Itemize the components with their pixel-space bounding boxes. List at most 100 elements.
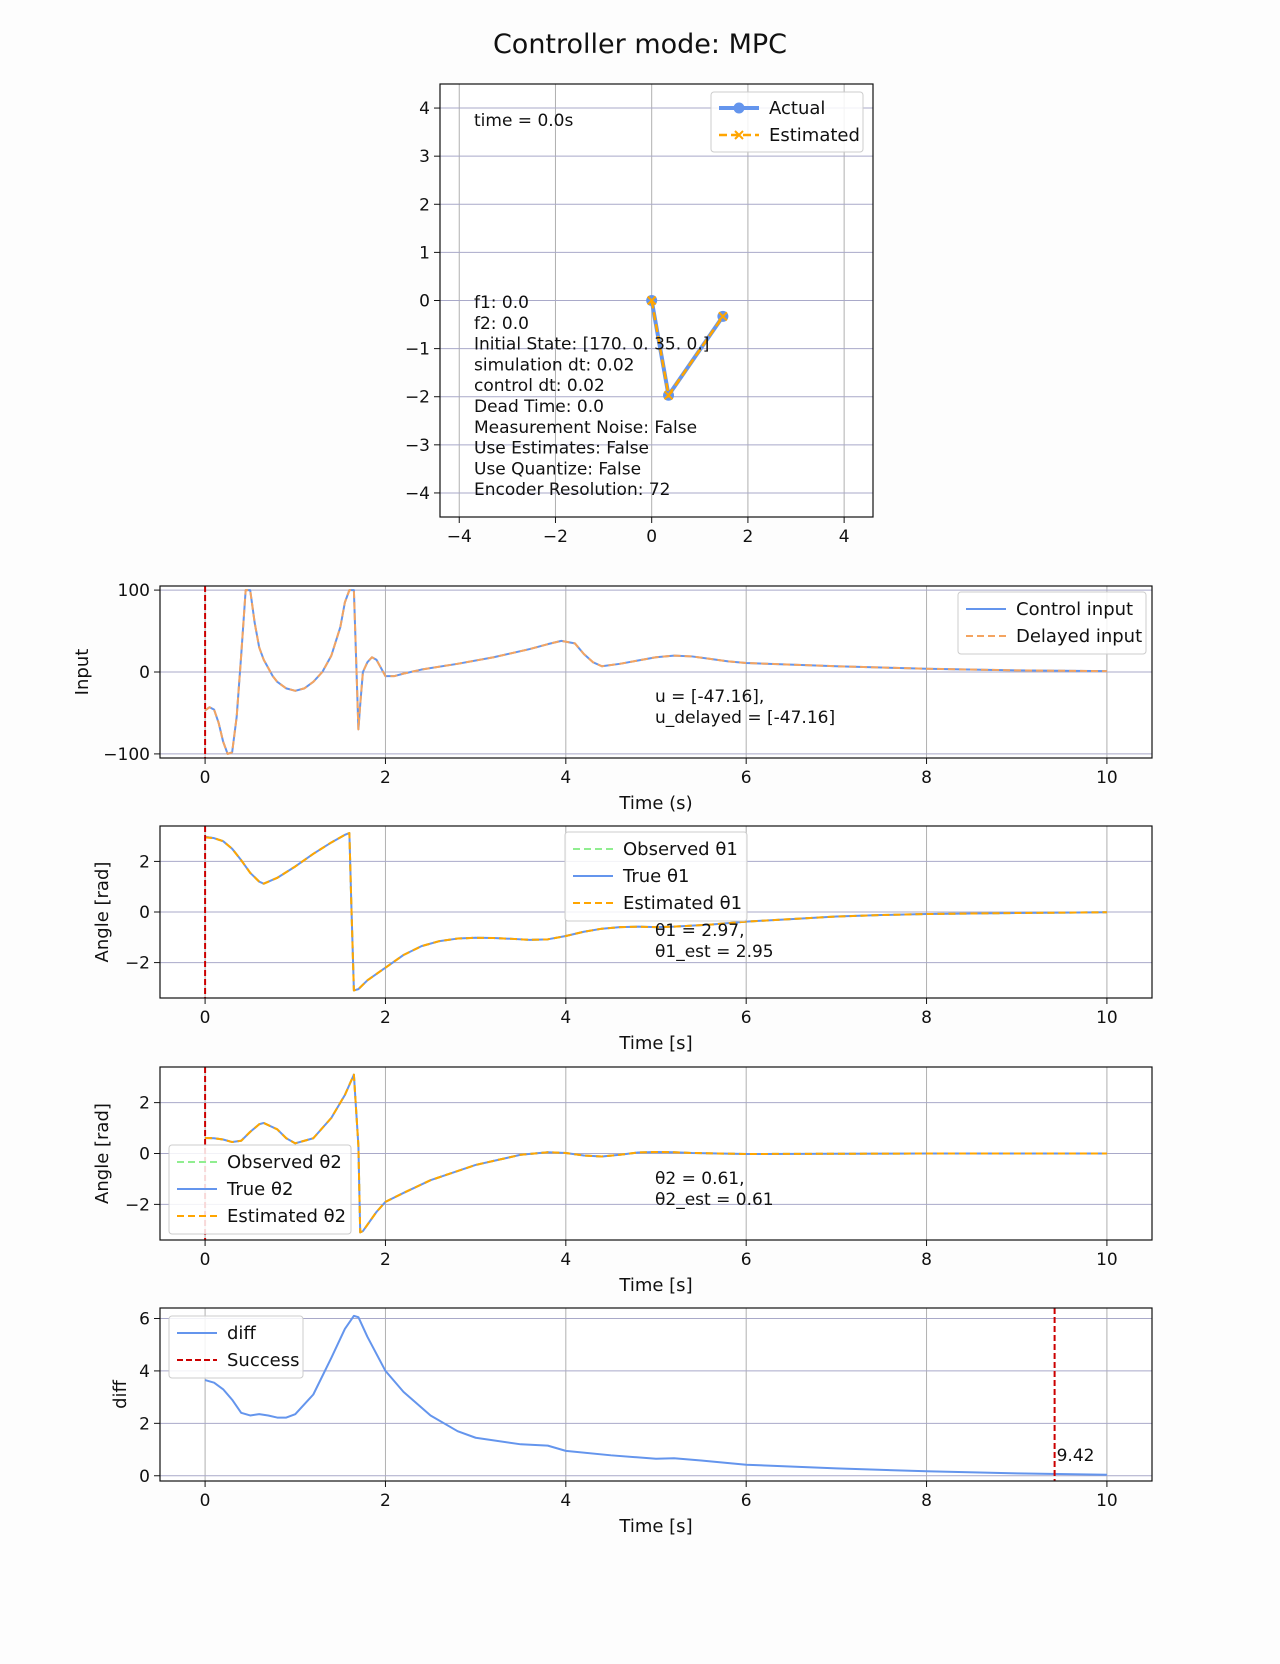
legend-box: [168, 1315, 304, 1379]
legend-label: True θ1: [622, 866, 689, 887]
legend-label: Observed θ1: [623, 839, 738, 860]
y-tick-label: 6: [139, 1309, 150, 1329]
y-axis-label: Angle [rad]: [92, 1103, 113, 1204]
annotation-line: θ1_est = 2.95: [655, 942, 774, 962]
legend-actual-label: Actual: [769, 98, 825, 119]
x-tick-label: 10: [1096, 1491, 1118, 1511]
plot-frame: [159, 1307, 1153, 1482]
y-tick-label: 1: [419, 243, 430, 263]
x-tick-label: 2: [380, 1491, 391, 1511]
y-tick-label: 4: [419, 99, 430, 119]
x-tick-label: 0: [200, 1008, 211, 1028]
x-tick-label: 0: [646, 527, 657, 547]
legend-label: Estimated θ1: [623, 893, 742, 914]
x-tick-label: 8: [921, 1491, 932, 1511]
legend-estimated-label: Estimated: [769, 125, 860, 146]
legend-label: True θ2: [226, 1179, 293, 1200]
x-tick-label: 10: [1096, 768, 1118, 788]
x-axis-label: Time (s): [618, 793, 692, 814]
estimated-marker: [718, 311, 728, 322]
y-tick-label: −2: [405, 388, 430, 408]
y-tick-label: 2: [419, 195, 430, 215]
legend-box: [168, 1144, 352, 1235]
y-tick-label: 0: [139, 1467, 150, 1487]
y-axis-label: Input: [72, 649, 93, 696]
legend-box: [957, 591, 1147, 655]
x-tick-label: 4: [560, 1250, 571, 1270]
info-line: f1: 0.0: [474, 293, 529, 313]
series-line: [205, 1073, 1107, 1234]
x-tick-label: 2: [380, 768, 391, 788]
y-tick-label: 100: [118, 581, 150, 601]
figure-title: Controller mode: MPC: [493, 29, 787, 60]
x-tick-label: −4: [447, 527, 472, 547]
y-tick-label: 4: [139, 1362, 150, 1382]
legend-label: Control input: [1016, 599, 1133, 620]
info-line: Initial State: [170. 0. 35. 0.]: [474, 335, 709, 355]
x-axis-label: Time [s]: [618, 1516, 692, 1537]
plot-input: 0 2 4 6 8 10 −100 0 100 Time (s) Input u = [-47.16]…: [72, 581, 1153, 814]
y-tick-label: 0: [139, 1145, 150, 1165]
x-tick-label: 0: [200, 1491, 211, 1511]
y-tick-label: 0: [419, 292, 430, 312]
y-tick-label: −100: [103, 745, 150, 765]
x-axis-label: Time [s]: [618, 1033, 692, 1054]
x-tick-label: 10: [1096, 1250, 1118, 1270]
annotation-line: u_delayed = [-47.16]: [655, 708, 835, 728]
x-tick-label: 6: [741, 1491, 752, 1511]
series-group: [204, 589, 1107, 755]
info-line: control dt: 0.02: [474, 376, 605, 396]
series-group: [205, 1073, 1107, 1234]
x-tick-label: 8: [921, 768, 932, 788]
x-tick-label: 4: [560, 768, 571, 788]
y-tick-label: 0: [139, 663, 150, 683]
legend-label: Observed θ2: [227, 1152, 342, 1173]
y-tick-label: −3: [405, 436, 430, 456]
series-group: [204, 1314, 1107, 1476]
x-tick-label: −2: [543, 527, 568, 547]
legend-label: Delayed input: [1016, 626, 1142, 647]
legend-estimated-marker: [734, 130, 744, 140]
x-tick-label: 4: [839, 527, 850, 547]
annotation-line: u = [-47.16],: [655, 687, 764, 707]
y-tick-label: 3: [419, 147, 430, 167]
series-group: [204, 832, 1107, 992]
x-axis-label: Time [s]: [618, 1275, 692, 1296]
y-tick-label: −2: [125, 954, 150, 974]
legend-actual-marker: [733, 102, 745, 114]
legend-label: Success: [227, 1350, 299, 1371]
info-line: Encoder Resolution: 72: [474, 480, 671, 500]
x-tick-label: 4: [560, 1008, 571, 1028]
time-text: time = 0.0s: [474, 111, 573, 131]
plot-diff: 0 2 4 6 8 10 0 2 4 6 Time [s] diff 9.42 diff Success: [110, 1307, 1153, 1537]
plot-frame: [159, 585, 1153, 759]
x-tick-label: 0: [200, 768, 211, 788]
info-line: f2: 0.0: [474, 314, 529, 334]
plots: −4 −2 0 2 4 −4 −3 −2 −1 0 1 2 3 4 time = 0.0s f1: 0.0f2…: [72, 83, 1153, 1537]
y-tick-label: 0: [139, 903, 150, 923]
x-tick-label: 8: [921, 1250, 932, 1270]
legend-label: Estimated θ2: [227, 1206, 346, 1227]
y-tick-label: −1: [405, 340, 430, 360]
estimated-marker: [663, 390, 674, 400]
y-tick-label: −2: [125, 1195, 150, 1215]
x-tick-label: 2: [380, 1008, 391, 1028]
y-axis-label: Angle [rad]: [92, 862, 113, 963]
x-tick-label: 2: [742, 527, 753, 547]
info-line: Use Estimates: False: [474, 439, 649, 459]
series-line: [204, 589, 1107, 755]
x-tick-label: 8: [921, 1008, 932, 1028]
info-line: Use Quantize: False: [474, 459, 641, 479]
series-group: [646, 295, 729, 401]
x-tick-label: 6: [741, 768, 752, 788]
annotation-line: θ2 = 0.61,: [655, 1169, 745, 1189]
x-tick-label: 4: [560, 1491, 571, 1511]
series-line: [204, 1314, 1107, 1476]
plot-frame: [159, 825, 1153, 999]
annotation-line: θ1 = 2.97,: [655, 921, 745, 941]
info-line: Dead Time: 0.0: [474, 397, 604, 417]
annotation-line: θ2_est = 0.61: [655, 1190, 774, 1210]
success-label: 9.42: [1057, 1446, 1095, 1466]
plot-theta2: 0 2 4 6 8 10 −2 0 2 Time [s] Angle [rad] θ2 = 0.61,…: [92, 1066, 1153, 1296]
